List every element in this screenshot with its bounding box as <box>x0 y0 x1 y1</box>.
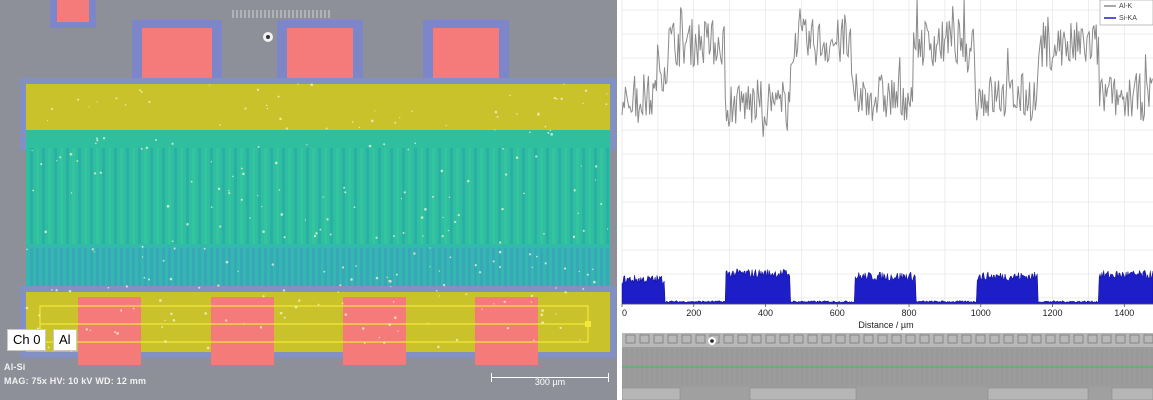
x-tick-label: 200 <box>686 308 701 318</box>
strip-svg <box>622 333 1153 400</box>
element-label: Al <box>53 329 77 351</box>
sem-strip-image <box>622 333 1153 400</box>
legend-si-label: Si-KA <box>1119 15 1137 22</box>
acquisition-params: MAG: 75x HV: 10 kV WD: 12 mm <box>4 376 147 386</box>
line-scan-end-handle <box>585 321 591 327</box>
legend: Al-K Si-KA <box>1099 0 1153 26</box>
chart-svg: 0 200 400 600 800 1000 1200 1400 Distance / µm … <box>620 0 1153 331</box>
scale-bar-label: 300 µm <box>534 377 566 387</box>
strip-lower-pads <box>622 387 1153 400</box>
chart-grid <box>621 0 1153 304</box>
top-edge-pad <box>57 0 89 22</box>
lower-pads <box>78 297 538 365</box>
sample-name: Al-Si <box>4 362 26 372</box>
x-tick-label: 0 <box>622 308 627 318</box>
channel-label: Ch 0 <box>7 329 47 351</box>
series-si-ka-area <box>621 268 1153 305</box>
sem-eds-map: Ch 0 Al Al-Si MAG: 75x HV: 10 kV WD: 12 … <box>0 0 617 400</box>
x-tick-label: 600 <box>830 308 845 318</box>
line-scan-chart: 0 200 400 600 800 1000 1200 1400 Distance / µm … <box>620 0 1153 331</box>
x-tick-label: 800 <box>902 308 917 318</box>
interdigitated-fingers <box>30 148 609 288</box>
x-tick-label: 1200 <box>1043 308 1063 318</box>
series-al-k <box>621 0 1153 137</box>
legend-al-label: Al-K <box>1119 3 1133 10</box>
scale-bar-line <box>491 373 609 382</box>
x-tick-label: 1400 <box>1114 308 1134 318</box>
series-al-k-line <box>621 0 1153 137</box>
series-si-ka <box>621 268 1153 305</box>
x-axis-title: Distance / µm <box>858 320 913 330</box>
top-ruler-pattern <box>232 10 330 18</box>
scale-bar: 300 µm <box>491 371 609 393</box>
x-tick-label: 1000 <box>971 308 991 318</box>
surface-specks <box>25 83 609 352</box>
eds-overlay-image <box>20 0 616 365</box>
strip-comb-teeth <box>625 334 1153 344</box>
x-tick-label: 400 <box>758 308 773 318</box>
x-ticks: 0 200 400 600 800 1000 1200 1400 <box>621 304 1134 318</box>
